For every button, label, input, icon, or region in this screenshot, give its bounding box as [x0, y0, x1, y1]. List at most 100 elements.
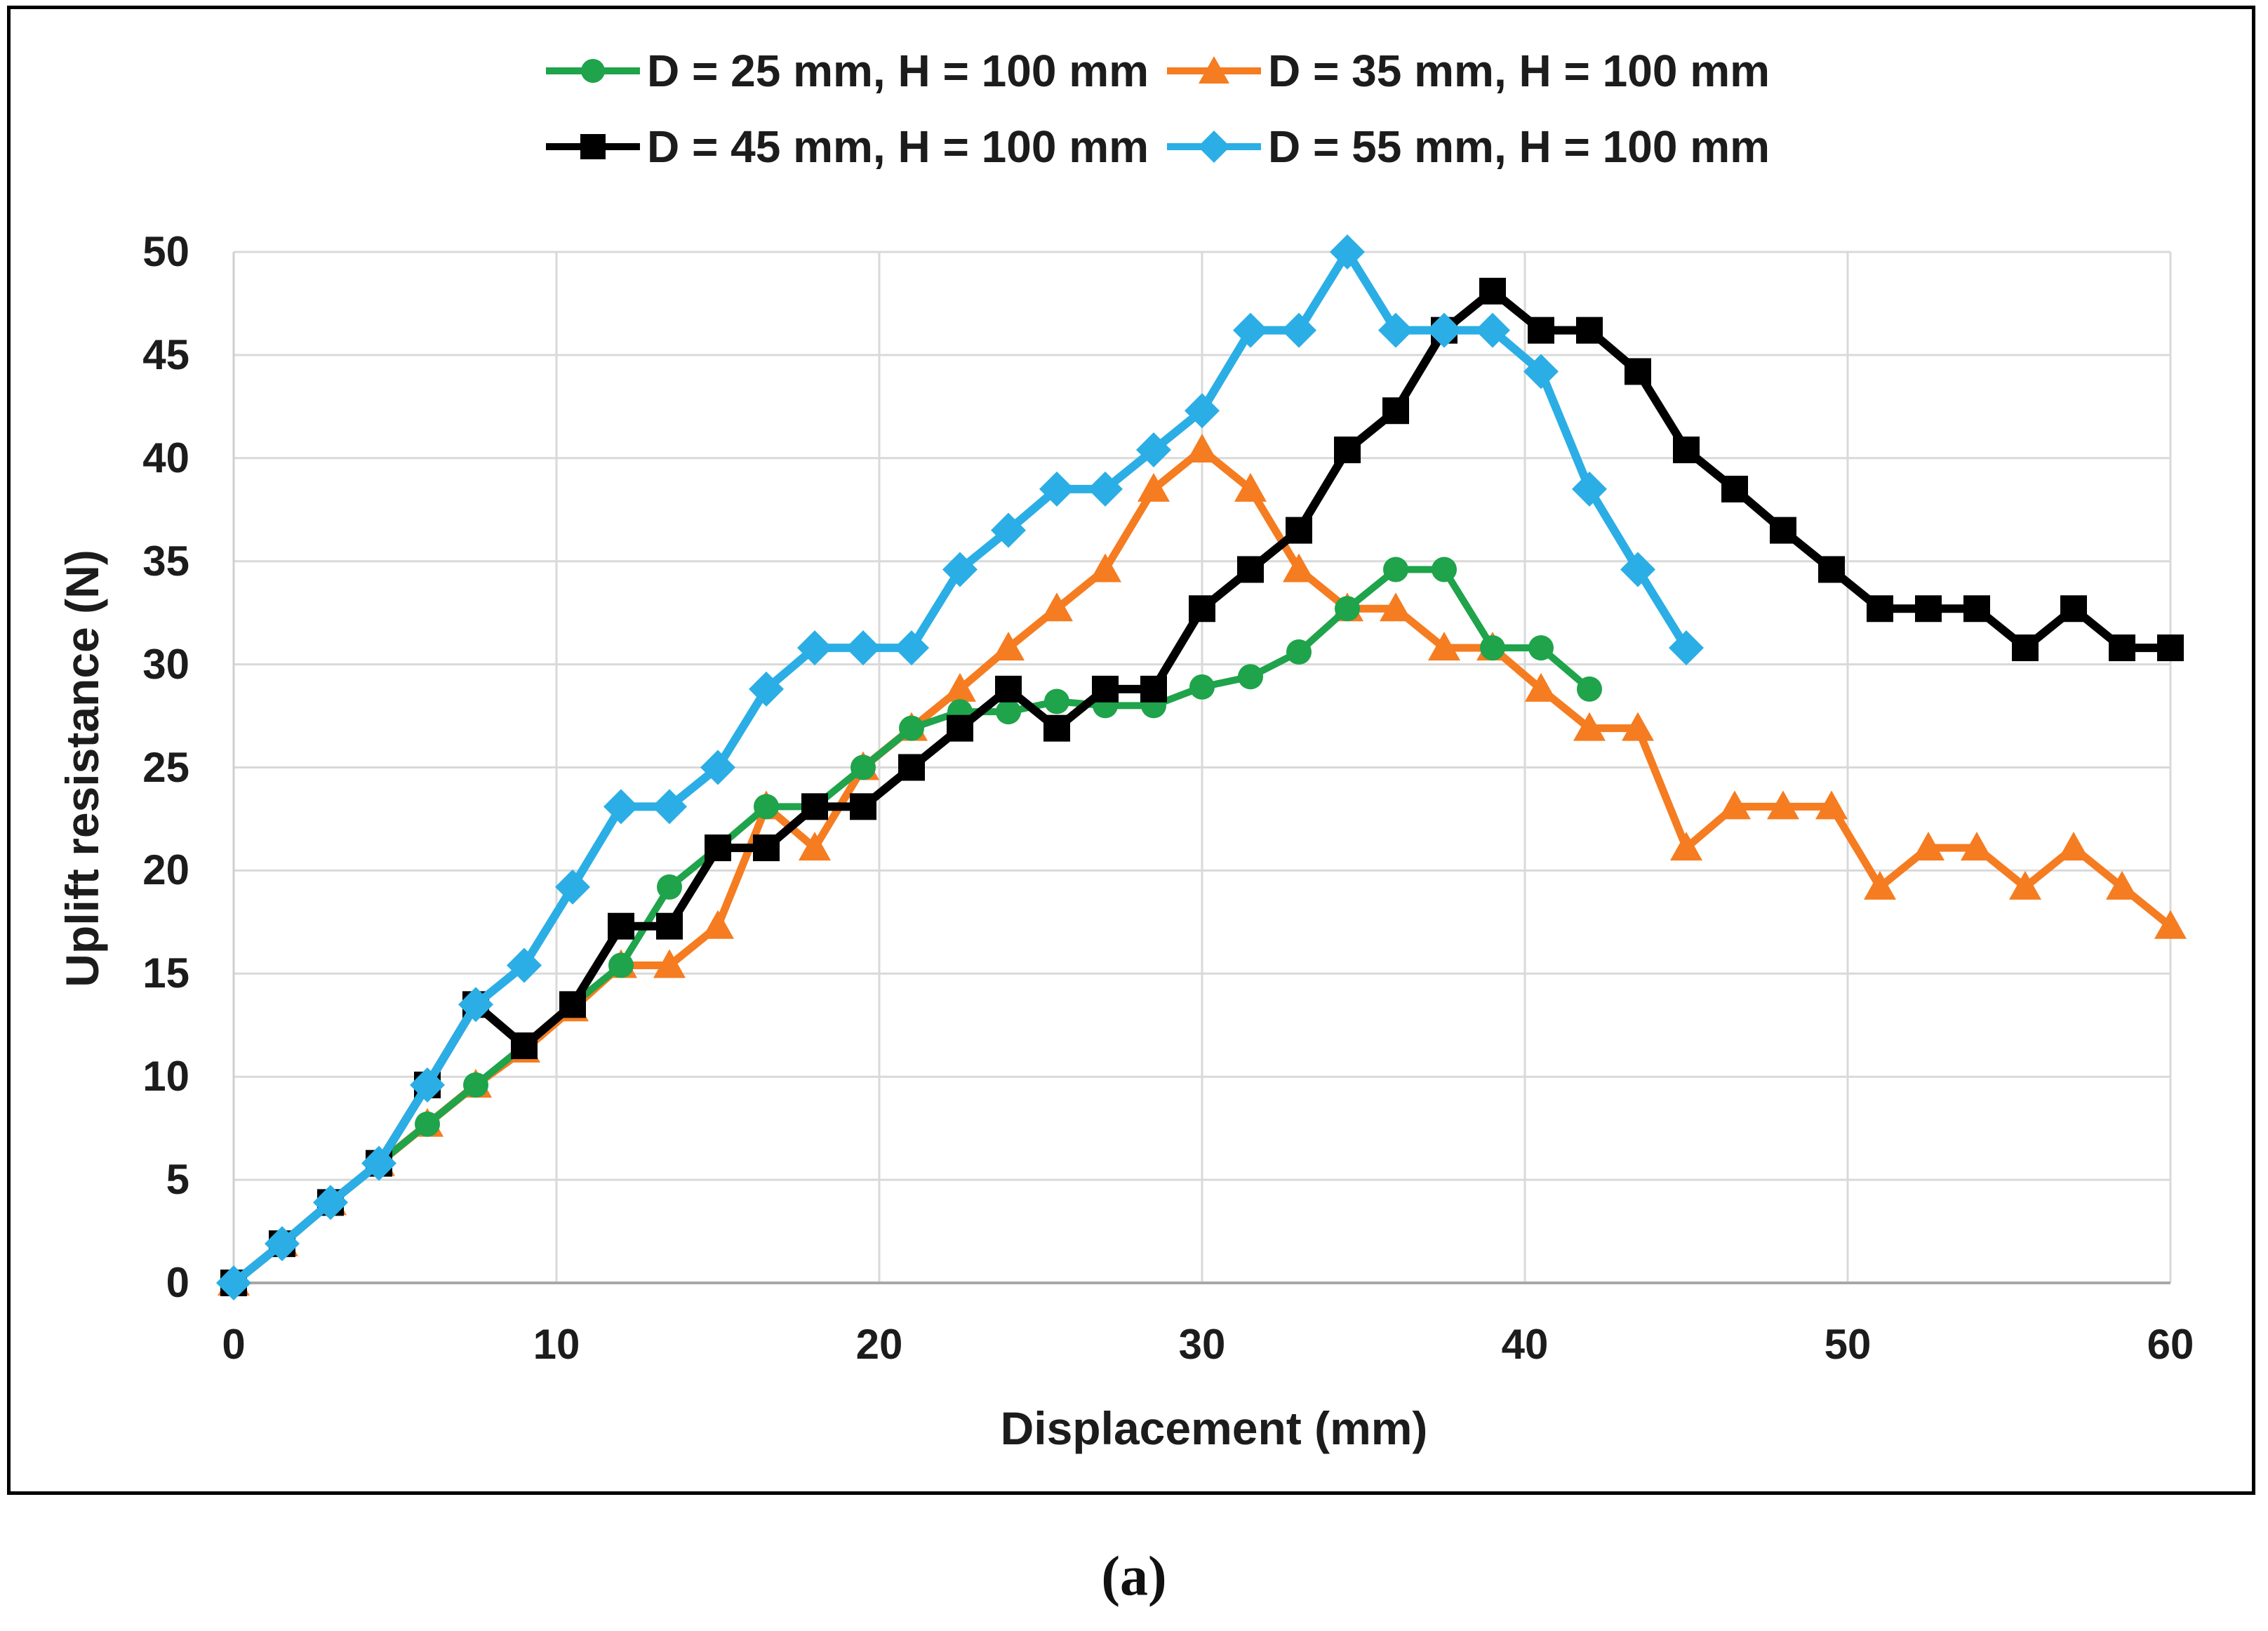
legend-diamond-icon — [1167, 131, 1261, 163]
marker-diamond — [1185, 393, 1220, 429]
marker-diamond — [216, 1265, 251, 1300]
marker-square — [1479, 277, 1506, 305]
chart-legend: D = 25 mm, H = 100 mm D = 35 mm, H = 100 … — [545, 45, 1770, 173]
marker-square — [1963, 595, 1990, 623]
y-tick-label: 25 — [142, 743, 189, 791]
marker-square — [1915, 595, 1942, 623]
marker-square — [753, 834, 780, 862]
x-tick-label: 50 — [1824, 1321, 1872, 1368]
marker-triangle — [944, 672, 976, 702]
marker-circle — [657, 874, 682, 900]
marker-diamond — [410, 1067, 445, 1103]
marker-square — [1043, 714, 1070, 742]
marker-square — [1189, 595, 1215, 623]
y-axis-title: Uplift resistance (N) — [56, 550, 108, 987]
marker-circle — [1286, 639, 1312, 665]
marker-diamond — [1427, 312, 1462, 348]
figure-caption: (a) — [1101, 1545, 1167, 1608]
marker-triangle — [1428, 632, 1460, 661]
x-tick-label: 60 — [2147, 1321, 2194, 1368]
figure-border — [7, 6, 2255, 1495]
marker-square — [1721, 475, 1748, 502]
marker-triangle — [1864, 870, 1896, 900]
marker-triangle — [1961, 832, 1993, 861]
marker-circle — [608, 952, 634, 978]
marker-square — [656, 912, 683, 940]
legend-circle-icon — [545, 59, 640, 83]
marker-diamond — [265, 1226, 300, 1262]
marker-diamond — [555, 869, 590, 905]
marker-triangle — [1234, 472, 1267, 502]
marker-triangle — [1912, 832, 1945, 861]
marker-triangle — [2009, 870, 2041, 900]
marker-square — [1140, 675, 1167, 703]
marker-square — [2012, 634, 2039, 662]
y-tick-label: 35 — [142, 537, 189, 585]
y-tick-label: 45 — [142, 331, 189, 378]
marker-square — [705, 834, 731, 862]
marker-square — [1528, 317, 1554, 344]
marker-diamond — [1233, 312, 1268, 348]
legend-item-label: D = 25 mm, H = 100 mm — [646, 46, 1149, 96]
marker-square — [1334, 437, 1361, 464]
marker-square — [1770, 517, 1796, 544]
marker-diamond — [846, 630, 881, 666]
marker-triangle — [1670, 832, 1702, 861]
x-tick-label: 40 — [1501, 1321, 1549, 1368]
marker-square — [995, 675, 1022, 703]
marker-circle — [1528, 635, 1554, 661]
marker-diamond — [313, 1185, 348, 1220]
x-tick-label: 0 — [222, 1321, 246, 1368]
marker-circle — [415, 1111, 440, 1137]
legend-triangle-icon — [1167, 56, 1261, 84]
x-tick-label: 30 — [1178, 1321, 1226, 1368]
x-tick-label: 20 — [855, 1321, 903, 1368]
y-tick-label: 0 — [166, 1259, 189, 1306]
y-tick-label: 5 — [166, 1156, 189, 1204]
marker-triangle — [653, 949, 686, 978]
series-line — [230, 566, 1593, 1286]
marker-triangle — [2106, 870, 2138, 900]
marker-diamond — [1330, 234, 1365, 269]
legend-square-icon — [545, 134, 640, 159]
marker-square — [850, 793, 876, 820]
marker-circle — [850, 754, 876, 780]
marker-circle — [1189, 674, 1215, 700]
marker-circle — [1238, 664, 1263, 690]
legend-item-label: D = 55 mm, H = 100 mm — [1268, 121, 1770, 172]
marker-diamond — [361, 1145, 396, 1181]
marker-circle — [1577, 676, 1602, 702]
marker-square — [511, 1032, 538, 1060]
marker-triangle — [1186, 434, 1218, 463]
marker-triangle — [1767, 790, 1799, 820]
marker-diamond — [1523, 354, 1559, 390]
marker-diamond — [1281, 312, 1316, 348]
legend-item-label: D = 35 mm, H = 100 mm — [1268, 46, 1770, 96]
marker-triangle — [1041, 592, 1073, 622]
y-tick-label: 30 — [142, 640, 189, 688]
marker-square — [1576, 317, 1603, 344]
marker-triangle — [1719, 790, 1751, 820]
marker-triangle — [1283, 553, 1315, 582]
marker-circle — [1044, 688, 1069, 714]
marker-square — [801, 793, 828, 820]
legend-item: D = 25 mm, H = 100 mm — [545, 45, 1149, 97]
marker-square — [1673, 437, 1700, 464]
marker-circle — [1383, 557, 1408, 582]
marker-circle — [996, 699, 1021, 725]
marker-diamond — [507, 947, 542, 983]
marker-square — [1625, 358, 1651, 385]
marker-triangle — [702, 910, 734, 939]
marker-diamond — [991, 512, 1026, 548]
marker-circle — [1480, 635, 1505, 661]
marker-triangle — [1815, 790, 1848, 820]
marker-diamond — [1620, 552, 1655, 587]
marker-square — [1867, 595, 1893, 623]
marker-diamond — [942, 552, 978, 587]
marker-triangle — [2057, 832, 2090, 861]
marker-diamond — [1039, 471, 1074, 507]
marker-diamond — [652, 789, 687, 825]
legend-item-label: D = 45 mm, H = 100 mm — [646, 121, 1149, 172]
